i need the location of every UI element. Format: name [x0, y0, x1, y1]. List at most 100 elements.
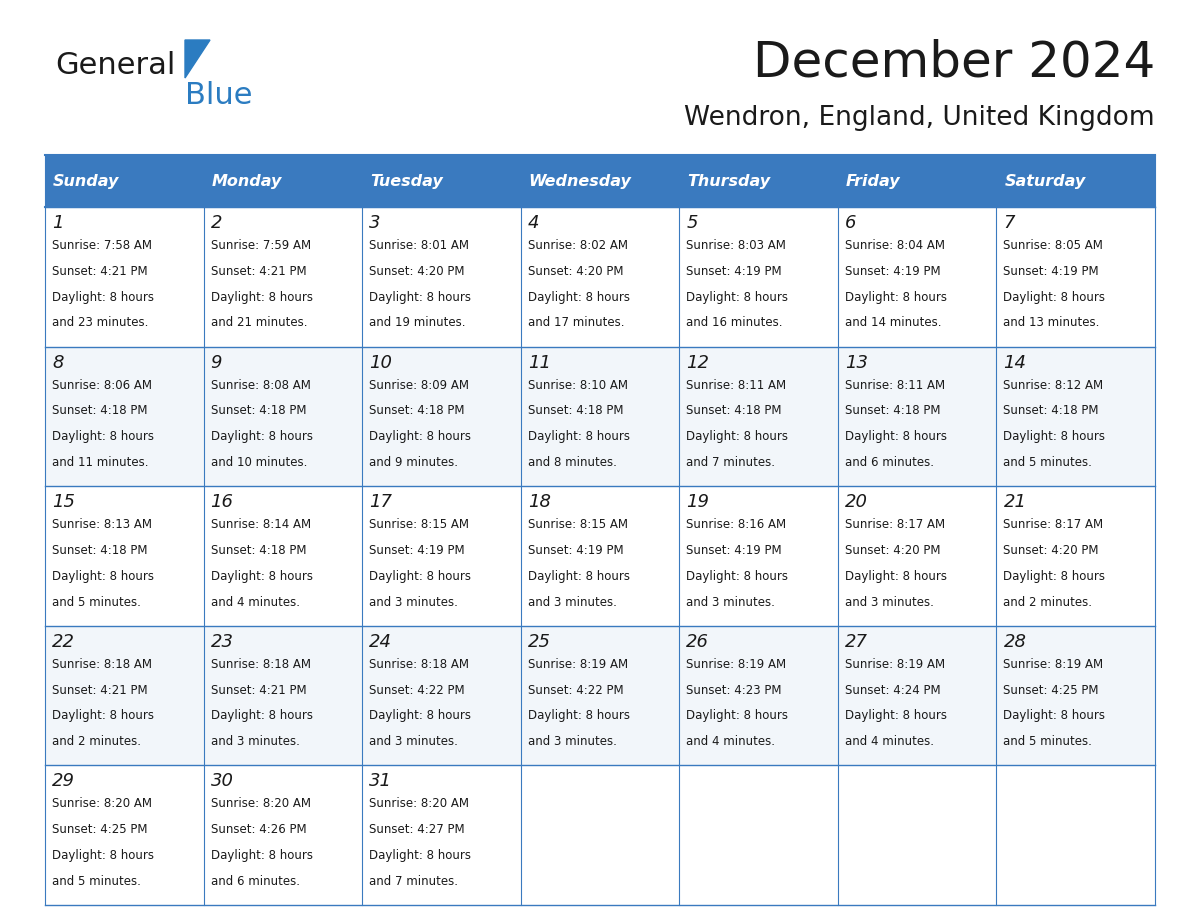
Text: Sunset: 4:25 PM: Sunset: 4:25 PM: [1004, 684, 1099, 697]
Text: Sunrise: 8:19 AM: Sunrise: 8:19 AM: [1004, 658, 1104, 671]
Text: 9: 9: [210, 353, 222, 372]
Text: Sunrise: 8:18 AM: Sunrise: 8:18 AM: [369, 658, 469, 671]
Text: Sunrise: 8:12 AM: Sunrise: 8:12 AM: [1004, 378, 1104, 392]
Text: 5: 5: [687, 214, 697, 232]
Text: Sunrise: 8:13 AM: Sunrise: 8:13 AM: [52, 518, 152, 532]
Text: 7: 7: [1004, 214, 1015, 232]
Text: Daylight: 8 hours: Daylight: 8 hours: [369, 431, 472, 443]
Text: Sunset: 4:18 PM: Sunset: 4:18 PM: [527, 405, 624, 418]
Text: and 3 minutes.: and 3 minutes.: [369, 596, 459, 609]
Text: Sunset: 4:18 PM: Sunset: 4:18 PM: [369, 405, 465, 418]
Text: 14: 14: [1004, 353, 1026, 372]
Text: Sunset: 4:19 PM: Sunset: 4:19 PM: [1004, 264, 1099, 278]
Bar: [362, 207, 520, 347]
Text: 13: 13: [845, 353, 868, 372]
Text: and 14 minutes.: and 14 minutes.: [845, 317, 941, 330]
Text: 3: 3: [369, 214, 380, 232]
Text: and 3 minutes.: and 3 minutes.: [687, 596, 775, 609]
Text: Daylight: 8 hours: Daylight: 8 hours: [1004, 710, 1105, 722]
Bar: [203, 766, 362, 905]
Text: and 5 minutes.: and 5 minutes.: [1004, 456, 1092, 469]
Text: Sunset: 4:18 PM: Sunset: 4:18 PM: [1004, 405, 1099, 418]
Text: and 3 minutes.: and 3 minutes.: [369, 735, 459, 748]
Text: Sunrise: 7:59 AM: Sunrise: 7:59 AM: [210, 239, 311, 252]
Text: Sunset: 4:20 PM: Sunset: 4:20 PM: [1004, 544, 1099, 557]
Text: Daylight: 8 hours: Daylight: 8 hours: [52, 710, 154, 722]
Text: 12: 12: [687, 353, 709, 372]
Text: Sunset: 4:20 PM: Sunset: 4:20 PM: [845, 544, 941, 557]
Bar: [680, 626, 838, 766]
Text: 8: 8: [52, 353, 63, 372]
Text: 25: 25: [527, 633, 551, 651]
Text: Daylight: 8 hours: Daylight: 8 hours: [210, 849, 312, 862]
Bar: [203, 487, 362, 626]
Text: 28: 28: [1004, 633, 1026, 651]
Polygon shape: [185, 40, 210, 78]
Bar: [45, 626, 203, 766]
Text: 11: 11: [527, 353, 551, 372]
Text: 6: 6: [845, 214, 857, 232]
Text: Daylight: 8 hours: Daylight: 8 hours: [369, 570, 472, 583]
Bar: [997, 347, 1155, 487]
Text: Sunrise: 8:18 AM: Sunrise: 8:18 AM: [52, 658, 152, 671]
Text: and 10 minutes.: and 10 minutes.: [210, 456, 307, 469]
Text: 17: 17: [369, 493, 392, 511]
Bar: [362, 626, 520, 766]
Text: Sunrise: 8:03 AM: Sunrise: 8:03 AM: [687, 239, 786, 252]
Text: Sunset: 4:18 PM: Sunset: 4:18 PM: [52, 544, 147, 557]
Bar: [680, 766, 838, 905]
Text: and 3 minutes.: and 3 minutes.: [527, 596, 617, 609]
Text: Daylight: 8 hours: Daylight: 8 hours: [687, 570, 789, 583]
Bar: [362, 766, 520, 905]
Text: Sunrise: 8:17 AM: Sunrise: 8:17 AM: [845, 518, 944, 532]
Text: 23: 23: [210, 633, 234, 651]
Text: Sunset: 4:23 PM: Sunset: 4:23 PM: [687, 684, 782, 697]
Text: and 6 minutes.: and 6 minutes.: [845, 456, 934, 469]
Text: Daylight: 8 hours: Daylight: 8 hours: [845, 710, 947, 722]
Bar: [203, 207, 362, 347]
Text: Sunset: 4:22 PM: Sunset: 4:22 PM: [527, 684, 624, 697]
Text: Daylight: 8 hours: Daylight: 8 hours: [52, 570, 154, 583]
Bar: [45, 207, 203, 347]
Bar: [680, 207, 838, 347]
Text: Sunrise: 8:09 AM: Sunrise: 8:09 AM: [369, 378, 469, 392]
Text: Sunrise: 8:04 AM: Sunrise: 8:04 AM: [845, 239, 944, 252]
Text: Friday: Friday: [846, 174, 901, 188]
Text: and 7 minutes.: and 7 minutes.: [687, 456, 776, 469]
Text: Daylight: 8 hours: Daylight: 8 hours: [527, 570, 630, 583]
Bar: [520, 487, 680, 626]
Text: Sunset: 4:18 PM: Sunset: 4:18 PM: [687, 405, 782, 418]
Text: Daylight: 8 hours: Daylight: 8 hours: [1004, 431, 1105, 443]
Bar: [45, 766, 203, 905]
Bar: [997, 487, 1155, 626]
Text: Sunrise: 8:20 AM: Sunrise: 8:20 AM: [52, 798, 152, 811]
Text: and 3 minutes.: and 3 minutes.: [527, 735, 617, 748]
Text: Daylight: 8 hours: Daylight: 8 hours: [845, 570, 947, 583]
Text: 22: 22: [52, 633, 75, 651]
Text: Sunset: 4:20 PM: Sunset: 4:20 PM: [527, 264, 624, 278]
Text: Daylight: 8 hours: Daylight: 8 hours: [527, 431, 630, 443]
Text: Daylight: 8 hours: Daylight: 8 hours: [210, 431, 312, 443]
Bar: [997, 766, 1155, 905]
Text: 26: 26: [687, 633, 709, 651]
Text: Sunset: 4:19 PM: Sunset: 4:19 PM: [687, 544, 782, 557]
Text: Sunrise: 8:20 AM: Sunrise: 8:20 AM: [369, 798, 469, 811]
Text: and 2 minutes.: and 2 minutes.: [52, 735, 141, 748]
Bar: [45, 155, 1155, 207]
Text: Sunset: 4:19 PM: Sunset: 4:19 PM: [369, 544, 465, 557]
Text: Saturday: Saturday: [1004, 174, 1086, 188]
Text: Daylight: 8 hours: Daylight: 8 hours: [687, 291, 789, 304]
Text: Sunrise: 8:14 AM: Sunrise: 8:14 AM: [210, 518, 311, 532]
Text: Sunrise: 8:17 AM: Sunrise: 8:17 AM: [1004, 518, 1104, 532]
Text: and 13 minutes.: and 13 minutes.: [1004, 317, 1100, 330]
Text: Sunset: 4:19 PM: Sunset: 4:19 PM: [845, 264, 941, 278]
Bar: [45, 487, 203, 626]
Text: Sunrise: 8:18 AM: Sunrise: 8:18 AM: [210, 658, 310, 671]
Text: Daylight: 8 hours: Daylight: 8 hours: [52, 291, 154, 304]
Text: 19: 19: [687, 493, 709, 511]
Text: Sunset: 4:24 PM: Sunset: 4:24 PM: [845, 684, 941, 697]
Text: Sunrise: 8:11 AM: Sunrise: 8:11 AM: [687, 378, 786, 392]
Text: Sunset: 4:18 PM: Sunset: 4:18 PM: [210, 405, 307, 418]
Text: Daylight: 8 hours: Daylight: 8 hours: [687, 710, 789, 722]
Text: Sunset: 4:21 PM: Sunset: 4:21 PM: [210, 264, 307, 278]
